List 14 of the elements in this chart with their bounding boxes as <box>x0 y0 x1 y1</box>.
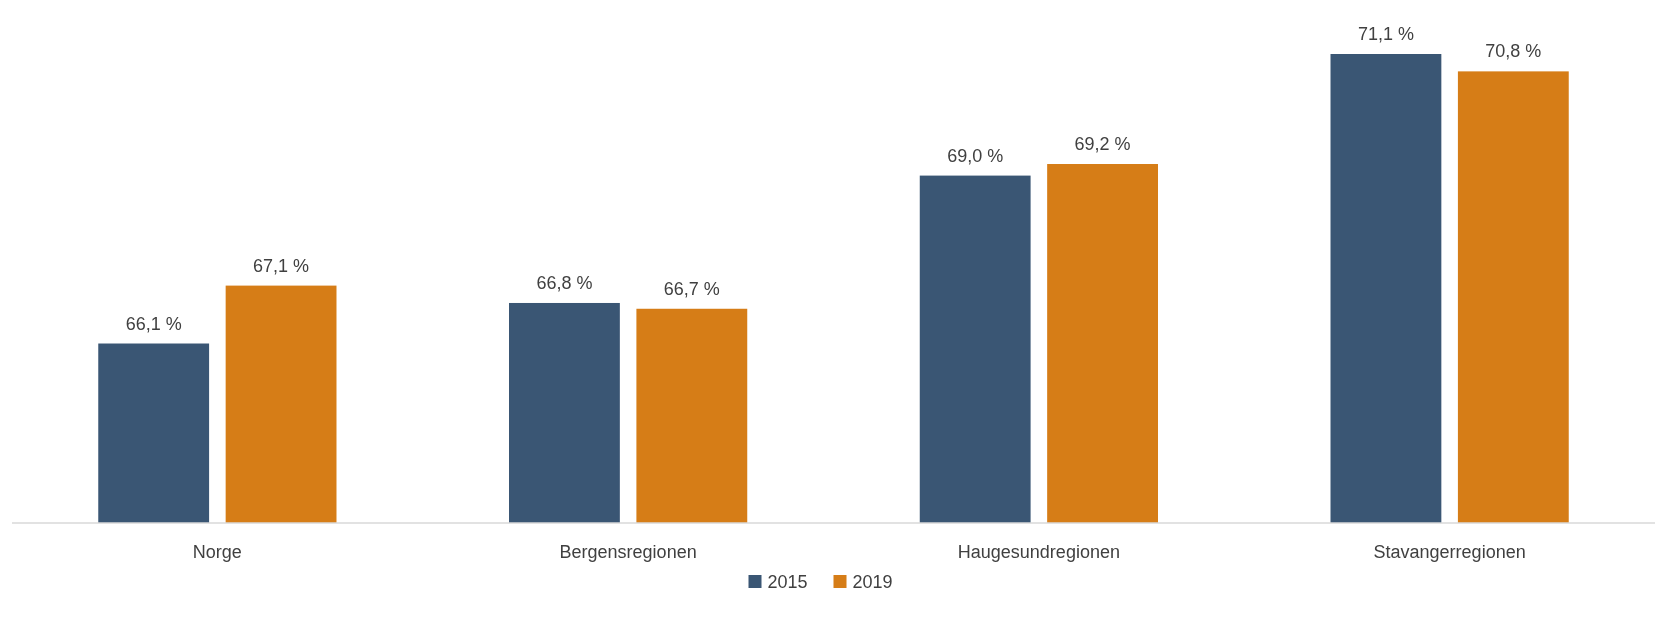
legend-label: 2015 <box>767 572 808 592</box>
data-label: 66,7 % <box>663 278 720 299</box>
data-label: 66,1 % <box>125 313 182 334</box>
data-label: 66,8 % <box>536 272 593 293</box>
data-label: 71,1 % <box>1357 24 1414 44</box>
x-tick-label: Bergensregionen <box>559 542 697 562</box>
legend-label: 2019 <box>852 572 893 592</box>
x-tick-label: Stavangerregionen <box>1373 542 1526 562</box>
data-label: 69,0 % <box>947 145 1004 166</box>
x-tick-label: Norge <box>192 542 242 562</box>
x-tick-label: Haugesundregionen <box>957 542 1120 562</box>
data-label: 69,2 % <box>1074 134 1131 155</box>
data-label: 67,1 % <box>253 255 310 276</box>
data-label: 70,8 % <box>1485 41 1542 62</box>
